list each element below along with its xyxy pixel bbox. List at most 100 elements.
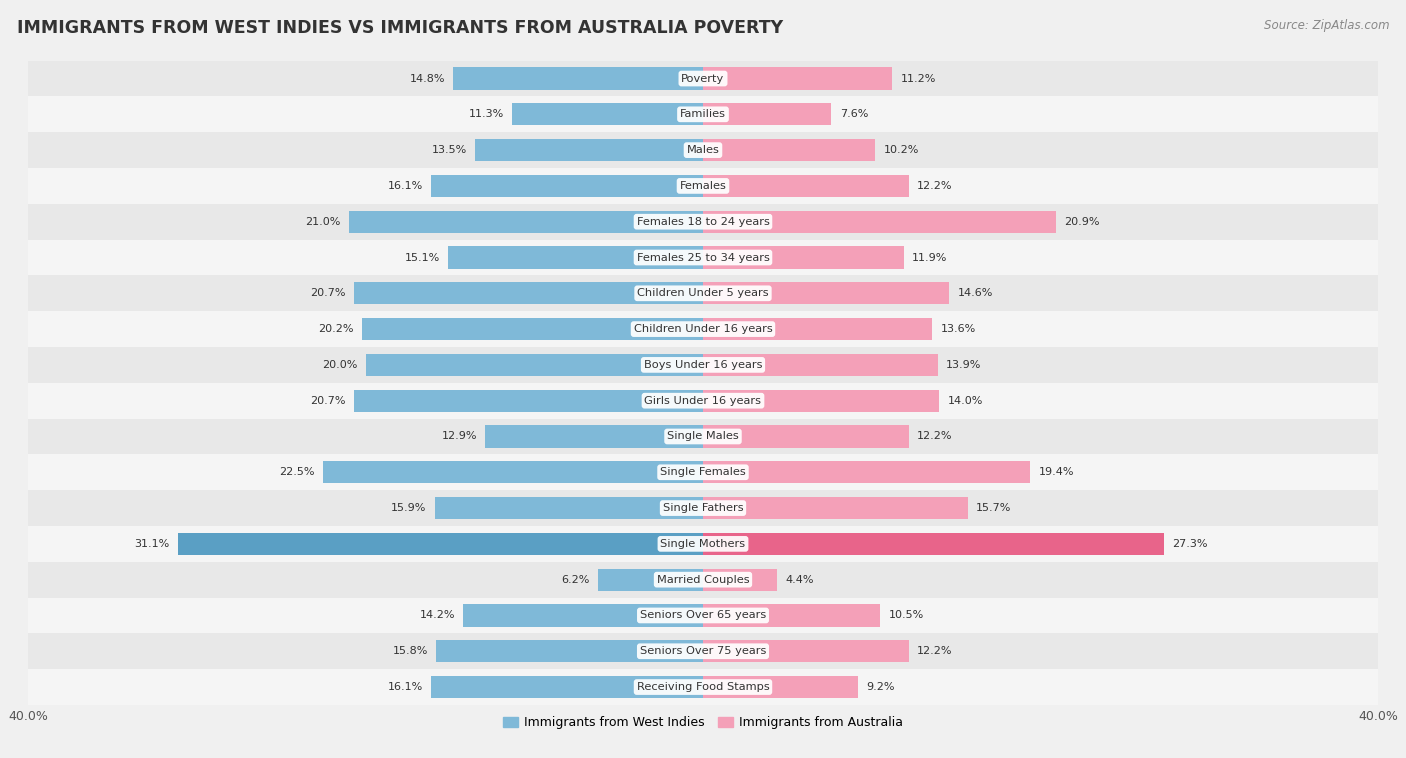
Text: 16.1%: 16.1% bbox=[388, 682, 423, 692]
Bar bbox=[703, 461, 1031, 484]
Bar bbox=[28, 669, 1378, 705]
Text: 12.9%: 12.9% bbox=[441, 431, 477, 441]
Bar bbox=[354, 282, 703, 305]
Bar bbox=[28, 526, 1378, 562]
Bar bbox=[28, 490, 1378, 526]
Text: Families: Families bbox=[681, 109, 725, 119]
Text: Single Mothers: Single Mothers bbox=[661, 539, 745, 549]
Text: 13.9%: 13.9% bbox=[946, 360, 981, 370]
Text: 13.6%: 13.6% bbox=[941, 324, 976, 334]
Text: Males: Males bbox=[686, 145, 720, 155]
Text: 4.4%: 4.4% bbox=[786, 575, 814, 584]
Text: IMMIGRANTS FROM WEST INDIES VS IMMIGRANTS FROM AUSTRALIA POVERTY: IMMIGRANTS FROM WEST INDIES VS IMMIGRANT… bbox=[17, 19, 783, 37]
Bar bbox=[703, 211, 1056, 233]
Text: Single Males: Single Males bbox=[666, 431, 740, 441]
Bar bbox=[703, 67, 891, 89]
Bar bbox=[28, 347, 1378, 383]
Bar bbox=[28, 634, 1378, 669]
Text: Children Under 5 years: Children Under 5 years bbox=[637, 288, 769, 299]
Text: 27.3%: 27.3% bbox=[1173, 539, 1208, 549]
Legend: Immigrants from West Indies, Immigrants from Australia: Immigrants from West Indies, Immigrants … bbox=[498, 711, 908, 735]
Bar bbox=[703, 676, 858, 698]
Bar bbox=[28, 168, 1378, 204]
Text: 14.2%: 14.2% bbox=[419, 610, 456, 621]
Text: Receiving Food Stamps: Receiving Food Stamps bbox=[637, 682, 769, 692]
Text: 20.2%: 20.2% bbox=[318, 324, 354, 334]
Text: 21.0%: 21.0% bbox=[305, 217, 340, 227]
Bar bbox=[28, 240, 1378, 275]
Bar bbox=[703, 103, 831, 125]
Bar bbox=[475, 139, 703, 161]
Text: 15.9%: 15.9% bbox=[391, 503, 426, 513]
Text: 10.5%: 10.5% bbox=[889, 610, 924, 621]
Bar bbox=[28, 597, 1378, 634]
Bar bbox=[464, 604, 703, 627]
Text: 22.5%: 22.5% bbox=[280, 467, 315, 478]
Text: 9.2%: 9.2% bbox=[866, 682, 896, 692]
Bar bbox=[703, 354, 938, 376]
Text: Poverty: Poverty bbox=[682, 74, 724, 83]
Bar bbox=[28, 383, 1378, 418]
Bar bbox=[28, 96, 1378, 132]
Bar bbox=[703, 497, 967, 519]
Text: 13.5%: 13.5% bbox=[432, 145, 467, 155]
Text: 10.2%: 10.2% bbox=[883, 145, 920, 155]
Bar bbox=[703, 604, 880, 627]
Bar bbox=[436, 641, 703, 662]
Text: 31.1%: 31.1% bbox=[135, 539, 170, 549]
Text: 20.9%: 20.9% bbox=[1064, 217, 1099, 227]
Bar bbox=[354, 390, 703, 412]
Bar bbox=[432, 175, 703, 197]
Text: 20.7%: 20.7% bbox=[309, 288, 346, 299]
Bar bbox=[485, 425, 703, 447]
Text: Single Females: Single Females bbox=[661, 467, 745, 478]
Bar bbox=[703, 533, 1164, 555]
Bar bbox=[449, 246, 703, 268]
Bar bbox=[703, 246, 904, 268]
Bar bbox=[512, 103, 703, 125]
Text: Females: Females bbox=[679, 181, 727, 191]
Text: 14.6%: 14.6% bbox=[957, 288, 993, 299]
Text: 11.2%: 11.2% bbox=[900, 74, 936, 83]
Text: 7.6%: 7.6% bbox=[839, 109, 868, 119]
Bar bbox=[434, 497, 703, 519]
Bar bbox=[349, 211, 703, 233]
Bar bbox=[363, 318, 703, 340]
Text: Married Couples: Married Couples bbox=[657, 575, 749, 584]
Text: 19.4%: 19.4% bbox=[1039, 467, 1074, 478]
Bar bbox=[28, 61, 1378, 96]
Bar bbox=[323, 461, 703, 484]
Bar bbox=[703, 641, 908, 662]
Bar bbox=[28, 562, 1378, 597]
Bar bbox=[28, 132, 1378, 168]
Bar bbox=[366, 354, 703, 376]
Bar bbox=[599, 568, 703, 590]
Bar bbox=[28, 418, 1378, 454]
Bar bbox=[703, 318, 932, 340]
Text: Source: ZipAtlas.com: Source: ZipAtlas.com bbox=[1264, 19, 1389, 32]
Text: 14.8%: 14.8% bbox=[409, 74, 444, 83]
Text: Single Fathers: Single Fathers bbox=[662, 503, 744, 513]
Text: 11.9%: 11.9% bbox=[912, 252, 948, 262]
Bar bbox=[703, 568, 778, 590]
Bar bbox=[703, 139, 875, 161]
Text: 15.8%: 15.8% bbox=[392, 647, 427, 656]
Text: 16.1%: 16.1% bbox=[388, 181, 423, 191]
Text: 12.2%: 12.2% bbox=[917, 647, 953, 656]
Text: Seniors Over 75 years: Seniors Over 75 years bbox=[640, 647, 766, 656]
Text: 15.1%: 15.1% bbox=[405, 252, 440, 262]
Text: 20.0%: 20.0% bbox=[322, 360, 357, 370]
Text: 12.2%: 12.2% bbox=[917, 431, 953, 441]
Text: Boys Under 16 years: Boys Under 16 years bbox=[644, 360, 762, 370]
Text: Females 18 to 24 years: Females 18 to 24 years bbox=[637, 217, 769, 227]
Bar bbox=[179, 533, 703, 555]
Text: 20.7%: 20.7% bbox=[309, 396, 346, 406]
Bar bbox=[28, 275, 1378, 312]
Bar bbox=[453, 67, 703, 89]
Bar bbox=[28, 312, 1378, 347]
Bar bbox=[703, 390, 939, 412]
Text: Females 25 to 34 years: Females 25 to 34 years bbox=[637, 252, 769, 262]
Bar bbox=[703, 425, 908, 447]
Bar bbox=[28, 204, 1378, 240]
Text: Seniors Over 65 years: Seniors Over 65 years bbox=[640, 610, 766, 621]
